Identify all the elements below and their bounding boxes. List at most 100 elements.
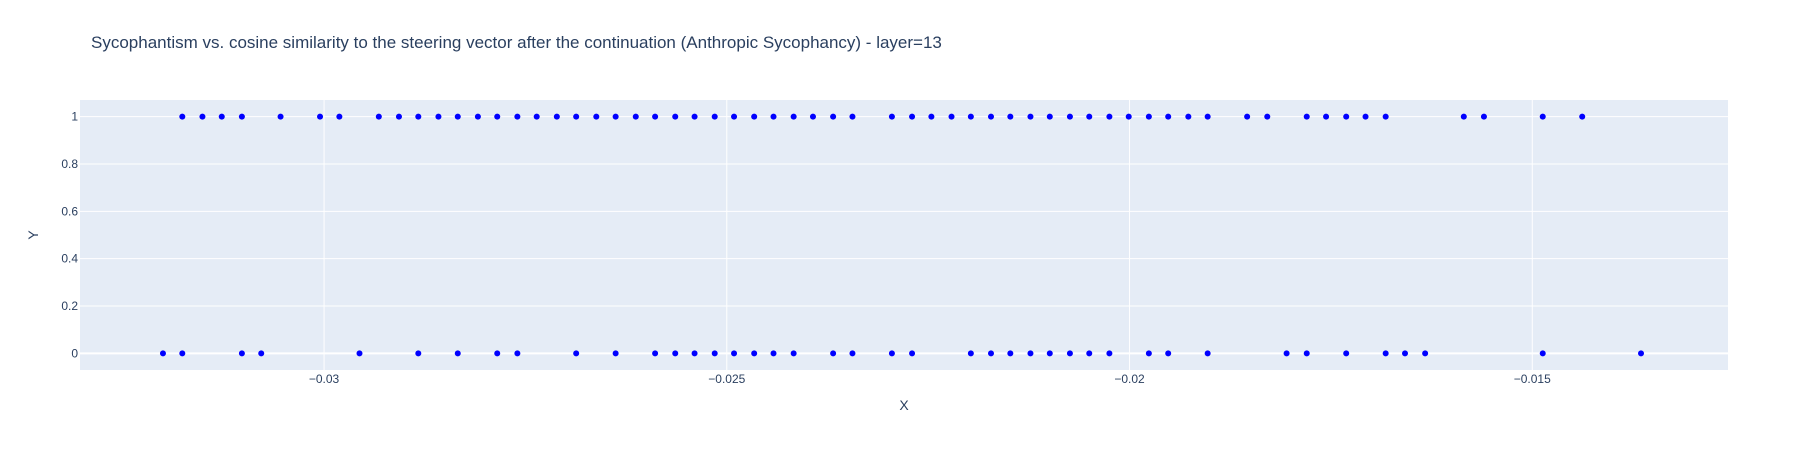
grid-lines bbox=[80, 100, 1728, 370]
scatter-point bbox=[375, 113, 382, 120]
scatter-point bbox=[1422, 350, 1429, 357]
y-tick-label: 0.6 bbox=[61, 204, 78, 218]
scatter-point bbox=[888, 350, 895, 357]
y-tick-label: 1 bbox=[71, 110, 78, 124]
scatter-point bbox=[1343, 113, 1350, 120]
scatter-point bbox=[830, 350, 837, 357]
scatter-point bbox=[1027, 113, 1034, 120]
scatter-point bbox=[731, 350, 738, 357]
scatter-point bbox=[238, 113, 245, 120]
scatter-point bbox=[218, 113, 225, 120]
scatter-point bbox=[751, 113, 758, 120]
scatter-point bbox=[711, 113, 718, 120]
scatter-point bbox=[1382, 113, 1389, 120]
scatter-point bbox=[238, 350, 245, 357]
scatter-point bbox=[909, 350, 916, 357]
scatter-point bbox=[277, 113, 284, 120]
scatter-point bbox=[691, 350, 698, 357]
y-tick-label: 0.2 bbox=[61, 299, 78, 313]
scatter-point bbox=[1382, 350, 1389, 357]
scatter-point bbox=[395, 113, 402, 120]
scatter-point bbox=[987, 113, 994, 120]
scatter-point bbox=[1579, 113, 1586, 120]
scatter-point bbox=[1264, 113, 1271, 120]
scatter-point bbox=[159, 350, 166, 357]
scatter-point bbox=[731, 113, 738, 120]
scatter-point bbox=[849, 350, 856, 357]
scatter-point bbox=[1539, 350, 1546, 357]
scatter-point bbox=[909, 113, 916, 120]
scatter-point bbox=[672, 113, 679, 120]
x-axis-title: X bbox=[899, 397, 909, 413]
scatter-point bbox=[1145, 350, 1152, 357]
y-axis-title: Y bbox=[25, 230, 41, 240]
scatter-point bbox=[967, 113, 974, 120]
scatter-point bbox=[415, 113, 422, 120]
scatter-point bbox=[770, 113, 777, 120]
scatter-point bbox=[1106, 350, 1113, 357]
scatter-point bbox=[317, 113, 324, 120]
scatter-point bbox=[1066, 113, 1073, 120]
scatter-point bbox=[514, 350, 521, 357]
scatter-point bbox=[1165, 113, 1172, 120]
x-tick-label: −0.025 bbox=[708, 372, 745, 386]
scatter-point bbox=[1007, 350, 1014, 357]
scatter-point bbox=[711, 350, 718, 357]
scatter-point bbox=[336, 113, 343, 120]
scatter-point bbox=[1046, 350, 1053, 357]
scatter-point bbox=[612, 350, 619, 357]
scatter-point bbox=[790, 113, 797, 120]
scatter-point bbox=[652, 350, 659, 357]
scatter-point bbox=[1086, 350, 1093, 357]
scatter-point bbox=[888, 113, 895, 120]
scatter-point bbox=[179, 350, 186, 357]
scatter-point bbox=[1066, 350, 1073, 357]
scatter-point bbox=[1480, 113, 1487, 120]
scatter-point bbox=[1204, 350, 1211, 357]
scatter-point bbox=[553, 113, 560, 120]
scatter-point bbox=[474, 113, 481, 120]
scatter-point bbox=[533, 113, 540, 120]
y-tick-label: 0.4 bbox=[61, 252, 78, 266]
scatter-point bbox=[928, 113, 935, 120]
scatter-point bbox=[770, 350, 777, 357]
scatter-point bbox=[1046, 113, 1053, 120]
x-tick-label: −0.03 bbox=[309, 372, 340, 386]
scatter-point bbox=[454, 113, 461, 120]
x-tick-label: −0.015 bbox=[1514, 372, 1551, 386]
chart-title: Sycophantism vs. cosine similarity to th… bbox=[91, 33, 942, 52]
scatter-point bbox=[573, 113, 580, 120]
scatter-point bbox=[573, 350, 580, 357]
scatter-point bbox=[632, 113, 639, 120]
scatter-point bbox=[1303, 350, 1310, 357]
scatter-point bbox=[1145, 113, 1152, 120]
scatter-point bbox=[356, 350, 363, 357]
scatter-point bbox=[1007, 113, 1014, 120]
scatter-point bbox=[1343, 350, 1350, 357]
scatter-point bbox=[967, 350, 974, 357]
scatter-point bbox=[258, 350, 265, 357]
scatter-point bbox=[1539, 113, 1546, 120]
scatter-point bbox=[1106, 113, 1113, 120]
scatter-point bbox=[1244, 113, 1251, 120]
scatter-point bbox=[1283, 350, 1290, 357]
scatter-point bbox=[1165, 350, 1172, 357]
data-points bbox=[159, 113, 1645, 357]
scatter-point bbox=[1125, 113, 1132, 120]
scatter-point bbox=[435, 113, 442, 120]
y-tick-label: 0.8 bbox=[61, 157, 78, 171]
scatter-point bbox=[514, 113, 521, 120]
scatter-point bbox=[494, 350, 501, 357]
scatter-point bbox=[612, 113, 619, 120]
scatter-point bbox=[948, 113, 955, 120]
tick-labels: 0 0.2 0.4 0.6 0.8 1 −0.03 −0.025 −0.02 −0.015 bbox=[61, 110, 1551, 386]
scatter-point bbox=[809, 113, 816, 120]
scatter-point bbox=[454, 350, 461, 357]
scatter-point bbox=[1086, 113, 1093, 120]
scatter-point bbox=[415, 350, 422, 357]
scatter-point bbox=[1460, 113, 1467, 120]
scatter-point bbox=[849, 113, 856, 120]
scatter-point bbox=[1323, 113, 1330, 120]
scatter-point bbox=[790, 350, 797, 357]
